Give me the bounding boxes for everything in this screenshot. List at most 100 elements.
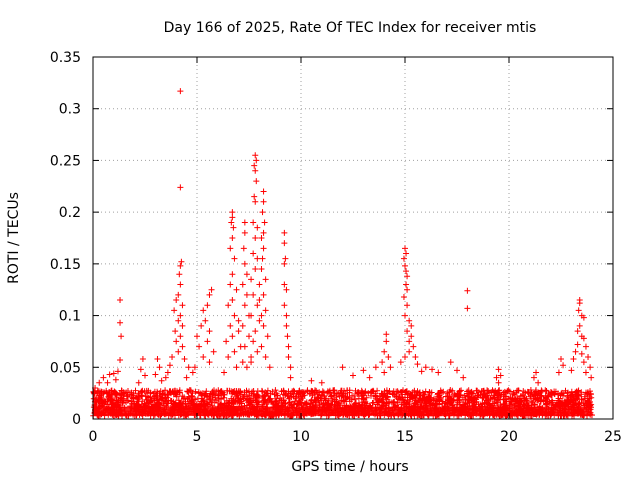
data-point xyxy=(308,377,315,384)
x-tick-label: 20 xyxy=(500,429,518,445)
data-point xyxy=(229,214,236,221)
data-point xyxy=(117,357,124,364)
data-point xyxy=(588,374,595,381)
data-point xyxy=(243,271,250,278)
data-point xyxy=(404,302,411,309)
data-point xyxy=(239,281,246,288)
data-point xyxy=(418,368,425,375)
data-point xyxy=(260,229,267,236)
data-point xyxy=(385,353,392,360)
data-point xyxy=(164,369,171,376)
data-point xyxy=(381,369,388,376)
data-point xyxy=(262,276,269,283)
data-point xyxy=(200,307,207,314)
data-point xyxy=(104,379,111,386)
data-point xyxy=(177,262,184,269)
data-point xyxy=(208,286,215,293)
data-point xyxy=(281,302,288,309)
data-point xyxy=(530,374,537,381)
data-point xyxy=(191,364,198,371)
data-point xyxy=(402,245,408,252)
x-tick-label: 0 xyxy=(89,429,98,445)
y-axis-label: ROTI / TECUs xyxy=(6,192,22,284)
data-point xyxy=(231,348,238,355)
data-point xyxy=(251,162,258,169)
data-point xyxy=(241,343,248,350)
data-point xyxy=(284,333,291,340)
data-point xyxy=(152,371,159,378)
data-point xyxy=(404,286,411,293)
data-point xyxy=(96,379,103,386)
data-point xyxy=(254,348,261,355)
data-point xyxy=(229,209,236,216)
x-tick-label: 5 xyxy=(193,429,202,445)
data-point xyxy=(260,322,267,329)
data-point xyxy=(229,235,236,241)
data-point xyxy=(254,255,261,262)
data-point xyxy=(287,364,294,371)
data-point xyxy=(497,372,504,379)
data-point xyxy=(406,348,413,355)
y-tick-label: 0 xyxy=(72,412,81,428)
data-point xyxy=(260,291,267,298)
data-point xyxy=(582,343,589,350)
data-point xyxy=(252,266,259,273)
data-point xyxy=(154,356,161,363)
data-point xyxy=(412,353,419,360)
data-point xyxy=(202,317,209,324)
data-point xyxy=(254,224,261,231)
data-point xyxy=(408,322,415,329)
data-point xyxy=(181,356,188,363)
data-point xyxy=(383,338,390,345)
data-point xyxy=(410,343,417,350)
data-point xyxy=(241,219,248,226)
data-point xyxy=(555,369,562,376)
data-point xyxy=(117,297,124,304)
data-point xyxy=(406,317,413,324)
data-point xyxy=(258,312,265,319)
data-point xyxy=(162,374,169,381)
data-point xyxy=(246,333,252,340)
data-point xyxy=(258,343,265,350)
data-point xyxy=(173,338,180,345)
data-point xyxy=(408,333,415,340)
data-point xyxy=(206,328,213,335)
data-point xyxy=(229,333,236,340)
y-tick-label: 0.3 xyxy=(59,102,81,118)
data-point xyxy=(585,353,592,360)
data-point xyxy=(262,353,269,360)
data-point xyxy=(253,157,260,164)
data-point xyxy=(383,331,390,338)
y-tick-label: 0.05 xyxy=(50,360,81,376)
grid-lines xyxy=(93,57,613,419)
data-point xyxy=(252,198,259,205)
data-point xyxy=(261,219,268,226)
data-point xyxy=(179,343,186,350)
data-point xyxy=(206,291,213,298)
data-point xyxy=(281,281,288,288)
data-point xyxy=(176,271,183,278)
data-point xyxy=(231,312,238,319)
data-point xyxy=(266,364,273,371)
data-point xyxy=(400,293,407,300)
data-point xyxy=(260,245,267,252)
x-tick-label: 25 xyxy=(604,429,622,445)
data-point xyxy=(350,372,356,379)
data-point xyxy=(243,291,250,298)
data-point xyxy=(230,224,237,231)
data-point xyxy=(402,312,408,319)
data-point xyxy=(404,328,411,335)
data-point xyxy=(493,374,500,381)
data-point xyxy=(251,193,258,200)
data-point xyxy=(177,281,184,288)
data-point xyxy=(204,302,211,309)
data-point xyxy=(156,364,163,371)
data-point xyxy=(403,250,410,257)
data-point xyxy=(282,255,289,262)
data-point xyxy=(285,353,292,360)
data-point xyxy=(198,322,205,329)
data-point xyxy=(397,359,404,366)
data-point xyxy=(285,343,292,350)
data-point xyxy=(200,353,207,360)
